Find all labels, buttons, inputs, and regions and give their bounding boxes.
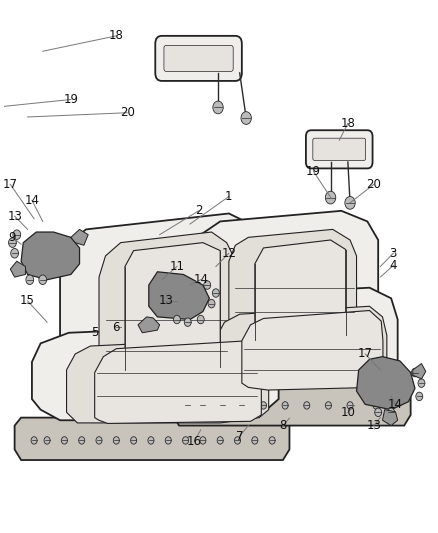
Circle shape — [212, 289, 219, 297]
Circle shape — [241, 112, 251, 124]
Circle shape — [416, 392, 423, 401]
Circle shape — [345, 197, 355, 209]
Polygon shape — [71, 229, 88, 245]
Polygon shape — [60, 214, 264, 394]
Circle shape — [208, 300, 215, 308]
Circle shape — [200, 402, 206, 409]
Circle shape — [131, 437, 137, 444]
Polygon shape — [382, 410, 398, 425]
Text: 19: 19 — [306, 165, 321, 177]
Polygon shape — [173, 383, 411, 425]
Polygon shape — [138, 317, 159, 333]
Polygon shape — [184, 288, 398, 386]
Circle shape — [173, 316, 180, 324]
Text: 20: 20 — [120, 106, 134, 119]
Circle shape — [185, 402, 191, 409]
Polygon shape — [21, 232, 80, 280]
Circle shape — [219, 402, 226, 409]
Polygon shape — [216, 306, 387, 390]
Text: 7: 7 — [236, 430, 244, 443]
Polygon shape — [99, 232, 233, 383]
Circle shape — [148, 437, 154, 444]
Circle shape — [79, 437, 85, 444]
Circle shape — [239, 402, 245, 409]
Text: 5: 5 — [91, 326, 99, 340]
Circle shape — [269, 437, 275, 444]
Circle shape — [261, 402, 266, 409]
Circle shape — [375, 408, 381, 417]
Circle shape — [26, 275, 34, 285]
Circle shape — [113, 437, 120, 444]
Text: 12: 12 — [221, 247, 237, 260]
Polygon shape — [229, 229, 357, 351]
Text: 17: 17 — [358, 348, 373, 360]
Circle shape — [200, 437, 206, 444]
Circle shape — [197, 316, 204, 324]
Circle shape — [217, 437, 223, 444]
Text: 4: 4 — [389, 259, 397, 272]
Text: 13: 13 — [367, 419, 381, 432]
Polygon shape — [149, 272, 209, 319]
Circle shape — [325, 191, 336, 204]
Polygon shape — [14, 418, 290, 460]
Circle shape — [304, 402, 310, 409]
Circle shape — [213, 101, 223, 114]
Text: 16: 16 — [187, 435, 202, 448]
Text: 9: 9 — [9, 231, 16, 244]
Text: 18: 18 — [340, 117, 355, 130]
Text: 13: 13 — [159, 294, 173, 308]
Text: 3: 3 — [390, 247, 397, 260]
Polygon shape — [95, 341, 261, 423]
Circle shape — [184, 318, 191, 326]
Text: 19: 19 — [64, 93, 78, 106]
Text: 17: 17 — [3, 178, 18, 191]
Text: 15: 15 — [20, 294, 35, 308]
Text: 8: 8 — [279, 419, 286, 432]
Circle shape — [373, 402, 379, 409]
Circle shape — [388, 408, 395, 417]
Circle shape — [9, 238, 16, 247]
FancyBboxPatch shape — [313, 138, 366, 160]
Text: 14: 14 — [193, 273, 208, 286]
Circle shape — [13, 230, 21, 239]
Circle shape — [11, 248, 18, 258]
Circle shape — [61, 437, 67, 444]
Text: 6: 6 — [113, 321, 120, 334]
Text: 14: 14 — [388, 398, 403, 411]
Text: 20: 20 — [367, 178, 381, 191]
Polygon shape — [255, 240, 346, 347]
Circle shape — [39, 275, 46, 285]
Polygon shape — [67, 338, 268, 423]
Text: 14: 14 — [25, 193, 39, 207]
FancyBboxPatch shape — [155, 36, 242, 81]
Text: 18: 18 — [109, 29, 124, 42]
Circle shape — [183, 437, 189, 444]
Circle shape — [234, 437, 240, 444]
Circle shape — [325, 402, 332, 409]
Circle shape — [252, 437, 258, 444]
Circle shape — [418, 379, 425, 387]
Circle shape — [412, 368, 418, 377]
Text: 13: 13 — [7, 209, 22, 223]
Circle shape — [96, 437, 102, 444]
Circle shape — [165, 437, 171, 444]
FancyBboxPatch shape — [164, 45, 233, 71]
FancyBboxPatch shape — [306, 130, 373, 168]
Text: 2: 2 — [195, 204, 202, 217]
Circle shape — [282, 402, 288, 409]
Polygon shape — [242, 311, 383, 390]
Circle shape — [44, 437, 50, 444]
Polygon shape — [125, 243, 220, 381]
Polygon shape — [413, 364, 426, 379]
Text: 11: 11 — [170, 260, 184, 273]
Polygon shape — [10, 261, 25, 277]
Text: 1: 1 — [225, 190, 233, 203]
Text: 10: 10 — [340, 406, 355, 419]
Polygon shape — [357, 357, 415, 410]
Circle shape — [31, 437, 37, 444]
Circle shape — [347, 402, 353, 409]
Circle shape — [204, 281, 211, 289]
Polygon shape — [32, 325, 279, 420]
Polygon shape — [194, 211, 378, 357]
